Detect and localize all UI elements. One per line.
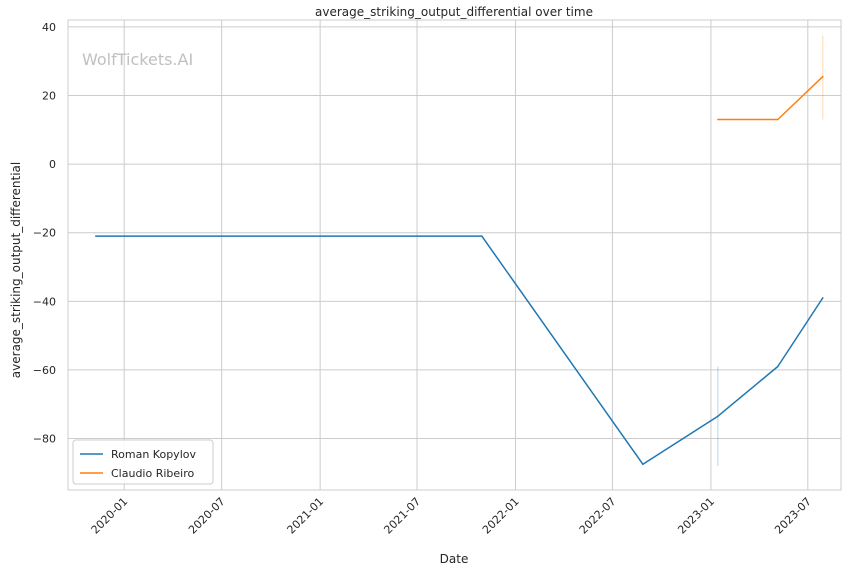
- series-line-0: [95, 235, 824, 466]
- data-point: [821, 75, 824, 78]
- legend-label: Claudio Ribeiro: [111, 467, 195, 480]
- x-tick-label: 2021-01: [285, 495, 327, 537]
- error-bars: [717, 35, 824, 466]
- y-tick-label: 40: [42, 21, 56, 34]
- x-tick-label: 2021-07: [381, 495, 423, 537]
- data-point: [642, 463, 644, 466]
- x-tick-label: 2023-01: [675, 495, 717, 537]
- y-tick-label: 20: [42, 89, 56, 102]
- chart-title: average_striking_output_differential ove…: [315, 5, 593, 19]
- legend-label: Roman Kopylov: [111, 448, 196, 461]
- data-point: [95, 235, 97, 237]
- plot-frame: [67, 19, 842, 491]
- x-tick-label: 2022-07: [577, 495, 619, 537]
- data-point: [821, 297, 824, 299]
- x-tick-label: 2020-01: [89, 495, 131, 537]
- y-tick-label: −40: [33, 295, 56, 308]
- legend-box: [72, 439, 214, 485]
- y-axis-title: average_striking_output_differential: [9, 162, 23, 378]
- x-axis-title: Date: [440, 552, 469, 566]
- y-tick-labels: 40 20 0 −20 −40 −60 −80: [33, 21, 56, 446]
- data-point: [717, 415, 719, 418]
- y-tick-label: −20: [33, 227, 56, 240]
- data-point: [717, 118, 719, 121]
- x-tick-label: 2022-01: [480, 495, 522, 537]
- legend: Roman Kopylov Claudio Ribeiro: [72, 439, 214, 485]
- x-tick-labels: 2020-01 2020-07 2021-01 2021-07 2022-01 2022-…: [89, 495, 814, 537]
- y-tick-label: 0: [49, 158, 56, 171]
- data-point: [777, 118, 779, 121]
- data-point: [777, 365, 779, 368]
- watermark: WolfTickets.AI: [82, 50, 193, 69]
- series-line-1: [717, 76, 824, 121]
- y-tick-label: −60: [33, 364, 56, 377]
- x-tick-label: 2023-07: [772, 495, 814, 537]
- x-tick-label: 2020-07: [186, 495, 228, 537]
- y-tick-label: −80: [33, 433, 56, 446]
- data-point: [481, 235, 483, 237]
- series-lines: [95, 75, 824, 466]
- grid-lines: [68, 20, 841, 490]
